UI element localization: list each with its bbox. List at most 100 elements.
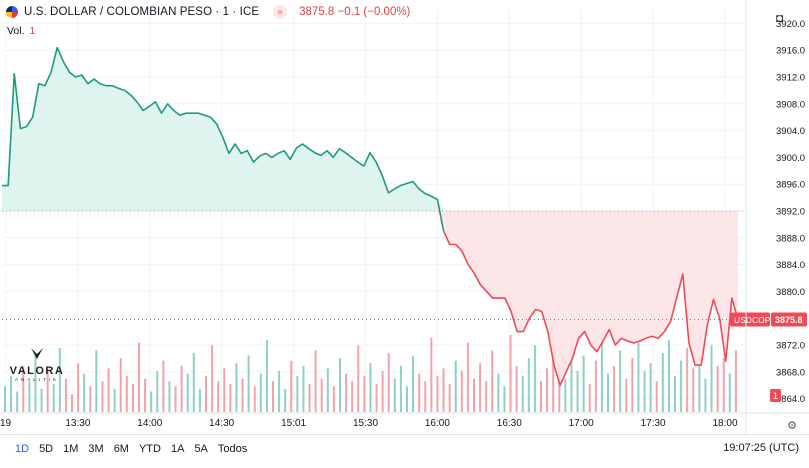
volume-bar (272, 381, 274, 412)
range-todos[interactable]: Todos (217, 443, 248, 455)
volume-bar (113, 388, 116, 412)
volume-bar (667, 340, 670, 412)
volume-bar (290, 360, 293, 412)
volume-bar (704, 378, 707, 412)
x-tick-label: 18:00 (712, 418, 737, 429)
volume-value: 1 (29, 25, 36, 37)
volume-bar (10, 376, 13, 412)
volume-bar (509, 335, 512, 412)
volume-bar (308, 383, 311, 412)
volume-bar (552, 347, 555, 412)
volume-bar (265, 340, 268, 412)
volume-bar (692, 368, 695, 412)
volume-bar (619, 350, 622, 412)
volume-bar (387, 352, 390, 412)
last-price-label: 3875.8 (775, 315, 803, 325)
volume-bar (728, 373, 731, 412)
volume-bar (278, 370, 281, 412)
volume-bar (241, 378, 244, 412)
volume-bar (466, 342, 469, 412)
volume-bar (418, 373, 421, 412)
y-tick-label: 3872.0 (776, 341, 805, 352)
volume-bar (180, 365, 183, 412)
volume-bar (503, 386, 506, 412)
volume-bar (284, 388, 287, 412)
volume-bar (582, 355, 585, 412)
range-5d[interactable]: 5D (39, 443, 54, 455)
volume-bar (527, 358, 530, 412)
range-6m[interactable]: 6M (113, 443, 129, 455)
volume-bar (95, 350, 98, 412)
range-1d[interactable]: 1D (15, 443, 30, 455)
x-tick-label: 14:30 (209, 418, 234, 429)
volume-bar (46, 370, 49, 412)
volume-bar (71, 394, 73, 412)
x-tick-label: 19 (0, 418, 12, 429)
range-1a[interactable]: 1A (170, 443, 185, 455)
volume-bar (34, 355, 37, 412)
volume-bar (217, 381, 220, 412)
volume-bar (174, 386, 177, 412)
volume-bar (570, 340, 573, 412)
clock[interactable]: 19:07:25 (UTC) (723, 442, 799, 454)
price-line-up[interactable] (2, 46, 445, 232)
volume-bar (247, 355, 250, 412)
volume-bar (576, 370, 579, 412)
y-tick-label: 3884.0 (776, 260, 805, 271)
volume-bar (125, 376, 128, 412)
volume-bar (381, 370, 384, 412)
bottom-toolbar: 1D 5D 1M 3M 6M YTD 1A 5A Todos 19:07:25 (UTC) (0, 434, 809, 463)
y-tick-label: 3916.0 (776, 46, 805, 57)
x-tick-label: 17:00 (569, 418, 594, 429)
volume-bar (558, 363, 561, 412)
volume-bar (497, 373, 500, 412)
volume-bar (600, 337, 603, 412)
settings-gear-icon[interactable]: ⚙ (787, 420, 797, 432)
x-tick-label: 17:30 (641, 418, 666, 429)
range-1m[interactable]: 1M (63, 443, 79, 455)
volume-bar (406, 386, 408, 412)
range-5a[interactable]: 5A (194, 443, 208, 455)
volume-bar (205, 376, 207, 412)
volume-bar (101, 381, 104, 412)
volume-bar (357, 345, 360, 412)
market-status-icon[interactable]: ≈ (273, 5, 288, 19)
y-tick-label: 3896.0 (776, 180, 805, 191)
volume-bar (448, 383, 451, 412)
symbol-title[interactable]: U.S. DOLLAR / COLOMBIAN PESO · 1 · ICE (24, 6, 260, 18)
volume-bar (156, 370, 159, 412)
volume-badge-label: 1 (773, 391, 778, 401)
volume-bar (64, 378, 67, 412)
volume-bar (722, 358, 725, 412)
volume-label: Vol. (7, 25, 25, 37)
volume-bar (320, 378, 323, 412)
volume-bar (168, 381, 171, 412)
volume-bar (28, 381, 31, 412)
volume-bar (460, 370, 463, 412)
volume-bar (150, 391, 153, 412)
y-tick-label: 3920.0 (776, 19, 805, 30)
symbol-badge-label: USDCOP (734, 315, 771, 325)
volume-bar (680, 360, 683, 412)
volume-bar (351, 381, 354, 412)
volume-bar (399, 365, 402, 412)
valora-logo: VALORA ANALITIK (6, 347, 68, 387)
volume-bar (89, 386, 92, 412)
x-tick-label: 16:30 (497, 418, 522, 429)
volume-badge (770, 389, 781, 402)
volume-bar (716, 365, 719, 412)
volume-bar (412, 355, 415, 412)
camera-icon[interactable]: ◘ (776, 11, 784, 25)
y-tick-label: 3892.0 (776, 207, 805, 218)
volume-bar (314, 350, 317, 412)
range-3m[interactable]: 3M (88, 443, 104, 455)
price-line-down[interactable] (442, 230, 739, 386)
volume-bar (52, 383, 55, 412)
range-selector: 1D 5D 1M 3M 6M YTD 1A 5A Todos (0, 441, 250, 457)
range-ytd[interactable]: YTD (138, 443, 161, 455)
volume-bar (661, 352, 664, 412)
logo-tagline: ANALITIK (14, 377, 59, 382)
volume-bar (637, 342, 640, 412)
